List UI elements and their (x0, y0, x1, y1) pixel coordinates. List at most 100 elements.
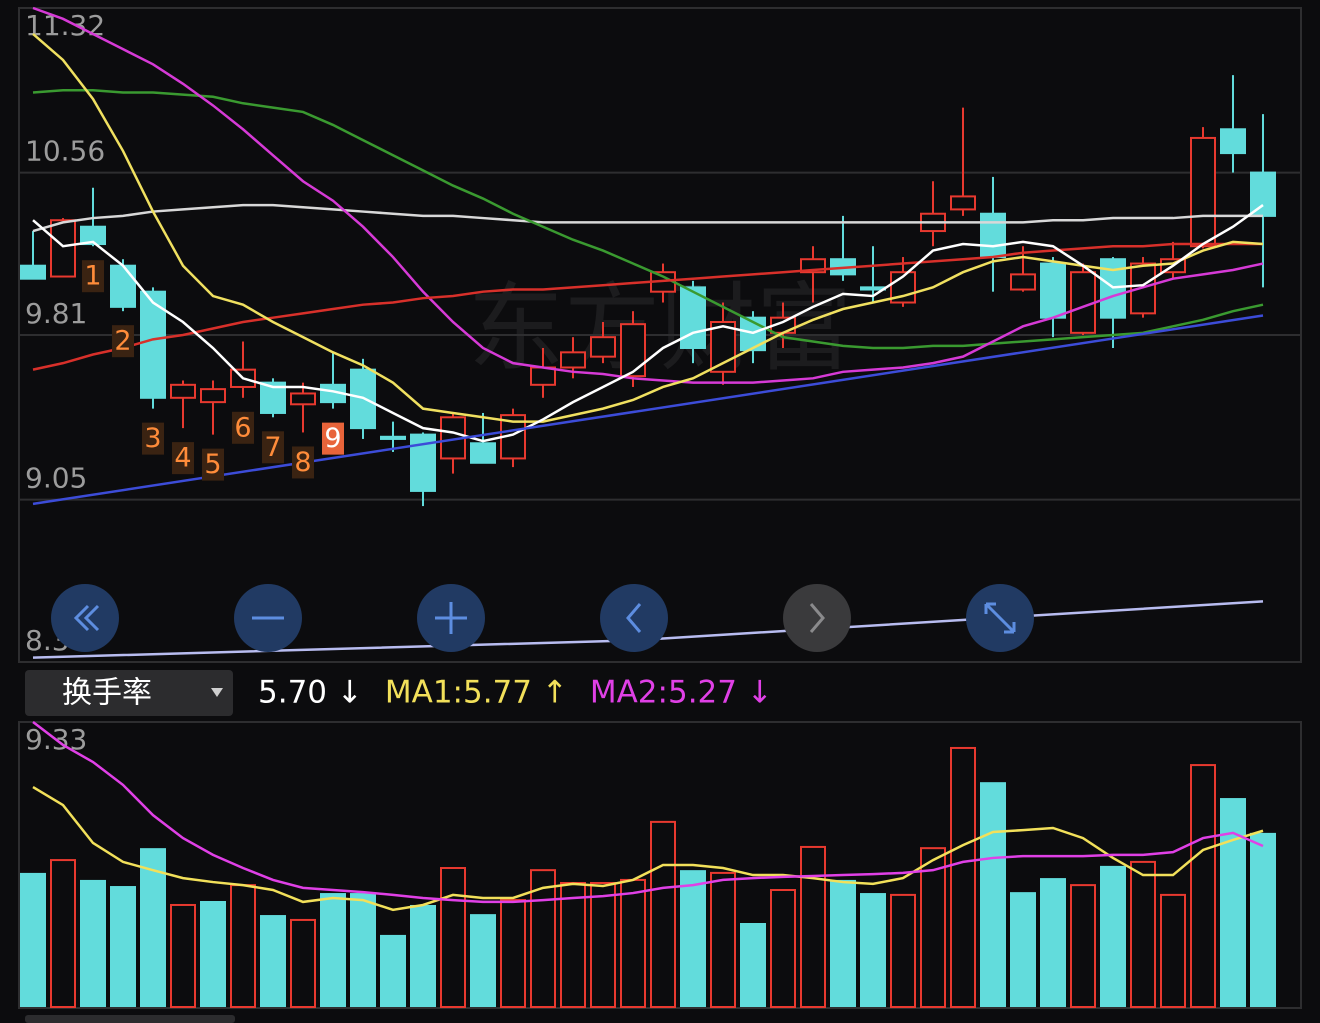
turnover-bar (1040, 878, 1066, 1007)
turnover-bar (800, 845, 826, 1008)
ma-line (32, 203, 1263, 233)
candle-body (470, 442, 496, 464)
ma-line (32, 785, 1264, 912)
candle-body (170, 383, 196, 399)
dropdown-arrow (211, 688, 223, 697)
turnover-bar (80, 879, 106, 1007)
turnover-bar (410, 904, 436, 1007)
turnover-bar (680, 870, 706, 1007)
turnover-bar (980, 782, 1006, 1007)
turnover-bar (50, 859, 76, 1008)
turnover-panel (18, 721, 1302, 1009)
icon (73, 604, 100, 632)
sequence-badge (82, 260, 104, 293)
turnover-bar (1100, 865, 1126, 1007)
turnover-bar (1160, 893, 1186, 1009)
sequence-label: 8 (294, 447, 311, 478)
candle-body (110, 264, 136, 308)
turnover-bar (890, 893, 916, 1009)
turnover-bar (650, 820, 676, 1008)
previous-button[interactable] (600, 584, 668, 652)
legend-entry: MA2:5.27 ↓ (590, 675, 773, 711)
sequence-badge (202, 448, 224, 481)
sequence-label: 1 (84, 261, 101, 292)
candle-body (50, 219, 76, 278)
sequence-badge (172, 442, 194, 475)
turnover-bar (770, 889, 796, 1008)
turnover-bar (470, 914, 496, 1007)
turnover-chart: 9.33 (20, 721, 1276, 1009)
turnover-bar (140, 848, 166, 1007)
candle-body (20, 264, 46, 280)
turnover-bar (1250, 832, 1276, 1007)
next-button[interactable] (783, 584, 851, 652)
sequence-label: 4 (174, 443, 191, 474)
turnover-bar (290, 918, 316, 1009)
ma-line (32, 721, 1264, 904)
sequence-badge (112, 325, 134, 358)
candle-body (80, 225, 106, 246)
indicator-dropdown[interactable] (25, 670, 233, 716)
candle-body (950, 195, 976, 211)
ma-line (32, 314, 1264, 506)
icon (626, 603, 642, 633)
candle-body (560, 351, 586, 369)
candle-body (1220, 128, 1246, 155)
turnover-bar (260, 915, 286, 1007)
candle-body (290, 392, 316, 406)
candle-body (620, 323, 646, 378)
icon (809, 603, 825, 633)
turnover-bar (1220, 798, 1246, 1007)
candle-body (380, 435, 406, 440)
turnover-bar (830, 879, 856, 1007)
turnover-bar (110, 886, 136, 1007)
ma-line (32, 204, 1264, 443)
y-tick-label: 9.05 (25, 462, 87, 495)
sequence-badge (232, 411, 254, 444)
sequence-label: 5 (204, 449, 221, 480)
turnover-bar (1190, 764, 1216, 1008)
turnover-bar (440, 867, 466, 1009)
sequence-label: 3 (144, 423, 161, 454)
ma-line (32, 6, 1264, 384)
sequence-label: 9 (324, 423, 341, 454)
legend-entry: 5.70 ↓ (258, 675, 363, 711)
candle-body (1190, 136, 1216, 248)
turnover-bar (20, 872, 46, 1007)
turnover-bar (530, 869, 556, 1008)
sequence-label: 7 (264, 432, 281, 463)
icon (984, 602, 1016, 634)
toolbar (51, 584, 1034, 652)
candle-body (200, 388, 226, 404)
icon (435, 602, 467, 634)
turnover-bar (590, 881, 616, 1009)
y-tick-label: 9.81 (25, 297, 87, 330)
turnover-bar (860, 893, 886, 1007)
candle-body (1010, 273, 1036, 291)
turnover-bar (740, 922, 766, 1007)
candle-body (350, 368, 376, 430)
turnover-bar (170, 903, 196, 1009)
candle-body (980, 212, 1006, 259)
turnover-bar (350, 893, 376, 1007)
legend-entry: MA1:5.77 ↑ (385, 675, 568, 711)
ma-line (32, 89, 1264, 350)
turnover-bar (950, 746, 976, 1009)
candle-body (530, 366, 556, 386)
turnover-bar (1070, 884, 1096, 1008)
y-tick-label: 11.32 (25, 9, 105, 42)
candle-body (590, 336, 616, 358)
turnover-bar (1010, 892, 1036, 1007)
sequence-badge (142, 422, 164, 455)
candle-body (1040, 262, 1066, 319)
sequence-badge (322, 422, 344, 455)
turnover-bar (200, 901, 226, 1007)
candle-body (1250, 171, 1276, 217)
dropdown-label: 换手率 (62, 676, 152, 711)
sequence-badge (262, 431, 284, 464)
turnover-bar (1130, 860, 1156, 1009)
turnover-bar (380, 934, 406, 1007)
